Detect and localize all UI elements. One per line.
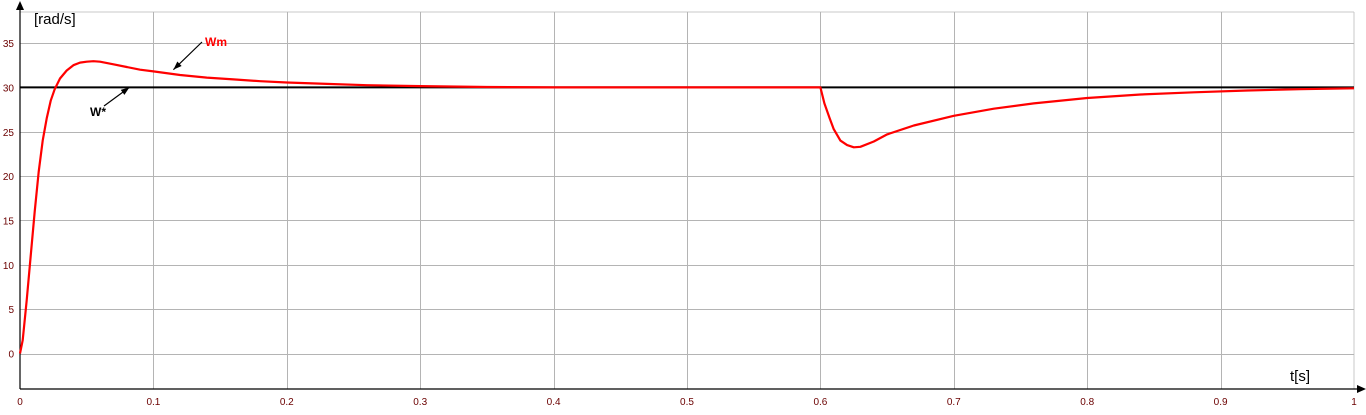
x-tick-label: 0.9 [1214,397,1228,408]
x-tick-label: 0.5 [680,397,694,408]
x-tick-label: 0.3 [413,397,427,408]
x-tick-label: 0.6 [813,397,827,408]
series-lines [18,60,1355,354]
grid-lines [20,11,1355,389]
annotation-arrowhead-w [120,87,130,95]
x-tick-label: 0 [17,397,23,408]
y-axis-arrow [16,1,24,10]
y-axis-label: [rad/s] [34,11,76,28]
series-line-wm [18,60,1355,354]
x-tick-label: 0.2 [280,397,294,408]
y-tick-label: 10 [3,261,15,272]
x-axis-label: t[s] [1290,368,1310,385]
x-tick-label: 0.7 [947,397,961,408]
annotation-label-w: W* [90,105,106,119]
y-tick-label: 0 [8,350,14,361]
y-tick-label: 5 [8,305,14,316]
x-tick-label: 0.1 [146,397,160,408]
x-axis-arrow [1357,385,1366,393]
x-tick-label: 0.4 [547,397,561,408]
axes [16,1,1366,393]
y-tick-label: 35 [3,39,15,50]
tick-labels: 0 0.1 0.2 0.3 0.4 0.5 0.6 0.7 0.8 0.9 105101520253… [3,39,1357,408]
y-tick-label: 15 [3,216,15,227]
x-tick-label: 1 [1351,397,1357,408]
y-tick-label: 30 [3,83,15,94]
annotations: Wm W* [90,35,227,119]
y-tick-label: 25 [3,128,15,139]
x-tick-label: 0.8 [1080,397,1094,408]
annotation-arrowhead-wm [173,61,182,70]
annotation-label-wm: Wm [205,35,227,49]
y-tick-label: 20 [3,172,15,183]
